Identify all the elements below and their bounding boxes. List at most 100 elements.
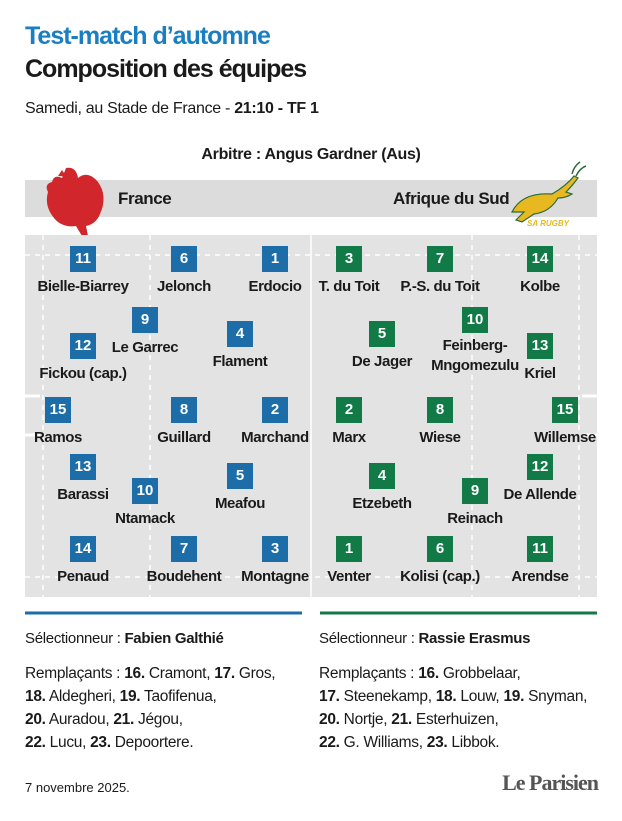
sub-number: 19. [503,688,525,705]
player-name: Arendse [511,568,569,585]
player-name: Montagne [241,568,309,585]
team-name: Afrique du Sud [393,189,510,208]
player-name: Kriel [524,365,556,382]
substitutes: Remplaçants : 16. Grobbelaar, 17. Steenek… [319,662,587,754]
player-number: 2 [336,397,362,423]
player-number: 13 [70,454,96,480]
coach-label: Sélectionneur : [25,630,125,647]
rooster-icon [46,167,104,236]
player-name: P.-S. du Toit [400,278,480,295]
player-number: 7 [171,536,197,562]
sub-name: Esterhuizen, [415,711,499,728]
player-name: Bielle-Biarrey [37,278,129,295]
player-name: Penaud [57,568,109,585]
sub-name: Lucu, [49,734,87,751]
player-name: Wiese [419,429,461,446]
player-number: 12 [70,333,96,359]
kicker: Test-match d’automne [25,22,271,50]
substitutes: Remplaçants : 16. Cramont, 17. Gros, 18. … [25,662,276,754]
sub-number: 21. [391,711,412,728]
player-number: 14 [70,536,96,562]
player-name: Meafou [214,495,266,512]
sub-name: Louw, [460,688,500,705]
sub-number: 18. [435,688,457,705]
date: 7 novembre 2025. [25,780,130,795]
player-name: Ramos [33,429,83,446]
player-number: 2 [262,397,288,423]
player-number: 8 [171,397,197,423]
player-number: 15 [45,397,71,423]
sub-name: Taofifenua, [144,688,217,705]
sub-number: 17. [214,665,235,682]
sub-number: 21. [113,711,134,728]
player-number: 10 [462,307,488,333]
player-number: 3 [336,246,362,272]
player-number: 9 [462,478,488,504]
player-name: Feinberg-Mngomezulu [431,337,519,374]
brand: Le Parisien [502,770,599,795]
subs-label: Remplaçants : [319,665,419,682]
player-name: Flament [212,353,268,370]
sub-name: Aldegheri, [48,688,116,705]
player-number: 13 [527,333,553,359]
player-name: De Jager [351,353,413,370]
sub-number: 19. [119,688,141,705]
logo-text: SA RUGBY [527,219,570,228]
sub-number: 23. [426,734,448,751]
info-bold: 21:10 - TF 1 [234,100,319,117]
coach: Sélectionneur : Fabien Galthié [25,630,224,647]
player-name: Marx [332,429,366,446]
player-name: Erdocio [248,278,302,295]
referee: Arbitre : Angus Gardner (Aus) [201,146,421,163]
player-name: Kolisi (cap.) [400,568,480,585]
sub-number: 22. [319,734,340,751]
player-name: Kolbe [520,278,560,295]
subs-label: Remplaçants : [25,665,125,682]
player-name: Barassi [57,486,109,503]
player-number: 12 [527,454,553,480]
coach-name: Rassie Erasmus [418,630,531,647]
player-name: De Allende [503,486,577,503]
title: Composition des équipes [25,55,307,83]
player-number: 11 [70,246,96,272]
sub-name: Gros, [238,665,276,682]
sub-number: 18. [25,688,46,705]
info: Samedi, au Stade de France - [25,100,235,117]
team-name: France [118,189,172,208]
sub-name: G. Williams, [343,734,423,751]
player-number: 15 [552,397,578,423]
player-number: 1 [262,246,288,272]
sub-name: Depoortere. [114,734,194,751]
player-name: Boudehent [146,568,222,585]
sub-number: 20. [25,711,46,728]
sub-number: 16. [124,665,145,682]
sub-number: 22. [25,734,46,751]
coach: Sélectionneur : Rassie Erasmus [319,630,530,647]
player-name: Venter [327,568,371,585]
sub-name: Jégou, [138,711,183,728]
player-name: Fickou (cap.) [39,365,127,382]
player-number: 3 [262,536,288,562]
player-name: Jelonch [157,278,211,295]
sub-name: Libbok. [451,734,500,751]
player-number: 9 [132,307,158,333]
player-number: 5 [227,463,253,489]
coach-name: Fabien Galthié [124,630,224,647]
player-name: Etzebeth [352,495,412,512]
sub-name: Auradou, [48,711,110,728]
player-name: Le Garrec [111,339,179,356]
player-name: T. du Toit [318,278,380,295]
player-name: Reinach [447,510,503,527]
coach-label: Sélectionneur : [319,630,419,647]
player-number: 4 [227,321,253,347]
player-name: Willemse [534,429,596,446]
player-number: 5 [369,321,395,347]
player-number: 4 [369,463,395,489]
player-name: Guillard [157,429,211,446]
field: SA RUGBY [12,161,610,615]
sub-number: 17. [319,688,340,705]
team-bar [25,180,597,217]
player-number: 6 [171,246,197,272]
sub-number: 16. [418,665,439,682]
springbok-icon: SA RUGBY [511,161,587,228]
